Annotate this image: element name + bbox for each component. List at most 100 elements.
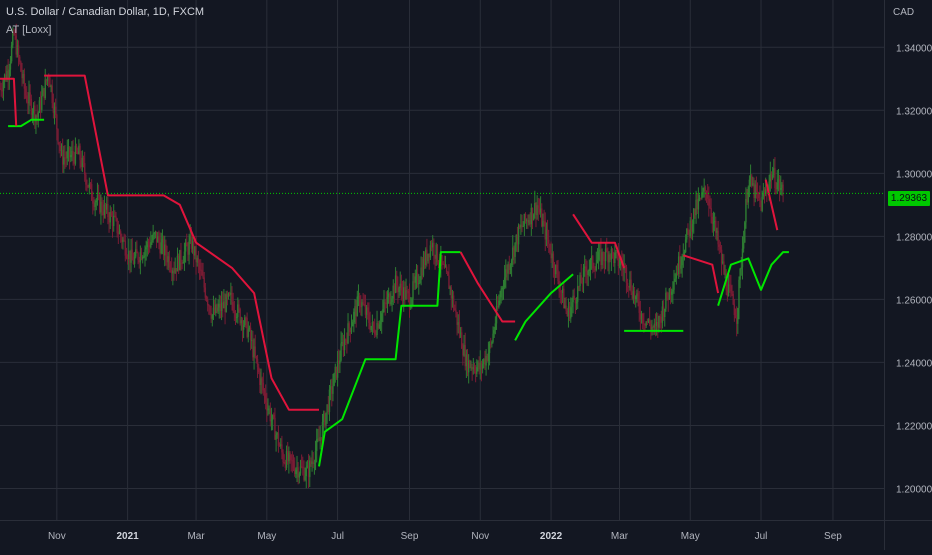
candle-body <box>370 325 372 330</box>
candle-body <box>603 259 606 262</box>
candle-body <box>594 269 596 271</box>
candle-body <box>719 246 722 250</box>
candle-body <box>726 290 729 297</box>
candle-body <box>238 304 240 310</box>
candle-body <box>527 220 529 223</box>
candle-body <box>703 187 705 192</box>
candle-body <box>516 234 519 245</box>
candle-body <box>187 246 189 255</box>
candle-body <box>383 302 385 310</box>
candle-body <box>299 466 302 474</box>
candle-body <box>324 413 326 426</box>
candle-body <box>505 269 507 278</box>
candle-body <box>617 252 620 266</box>
candle-body <box>217 307 219 312</box>
candle-body <box>118 231 121 234</box>
candle-body <box>338 360 340 364</box>
candle-body <box>391 298 393 303</box>
candle-body <box>559 290 562 292</box>
candle-body <box>717 230 719 245</box>
candle-body <box>774 168 776 189</box>
candle-body <box>644 323 646 326</box>
candle-body <box>684 239 687 253</box>
candle-body <box>349 328 352 333</box>
candle-body <box>341 342 343 344</box>
candle-body <box>85 174 87 185</box>
candle-body <box>625 267 628 283</box>
candle-body <box>132 260 135 264</box>
candle-body <box>450 287 452 299</box>
candle-body <box>549 243 551 253</box>
candle-body <box>672 289 674 292</box>
candle-body <box>287 451 289 462</box>
candle-body <box>473 367 476 372</box>
x-tick-label: Nov <box>471 531 489 542</box>
candle-body <box>606 248 608 252</box>
candle-body <box>234 312 237 318</box>
candle-body <box>593 268 595 270</box>
candle-body <box>133 256 136 264</box>
candle-body <box>94 202 96 207</box>
candle-body <box>351 322 354 327</box>
candle-body <box>303 468 305 480</box>
candle-body <box>607 251 609 263</box>
candle-body <box>266 402 268 411</box>
candle-body <box>662 306 665 318</box>
indicator-label[interactable]: AT [Loxx] <box>6 24 52 36</box>
candle-body <box>99 194 101 213</box>
candle-body <box>434 255 436 259</box>
candle-body <box>52 103 55 113</box>
candle-body <box>481 363 484 369</box>
candle-body <box>771 175 774 179</box>
candle-body <box>88 183 91 188</box>
candle-body <box>371 322 374 326</box>
candle-body <box>183 251 186 263</box>
candle-body <box>292 461 295 469</box>
candle-body <box>159 242 161 254</box>
candle-body <box>723 261 725 274</box>
candle-body <box>333 373 335 386</box>
candle-body <box>574 298 577 304</box>
candle-body <box>571 302 573 308</box>
candle-body <box>532 214 535 220</box>
candle-body <box>377 323 379 329</box>
candle-body <box>729 284 731 286</box>
candle-body <box>225 294 227 312</box>
candle-body <box>130 249 132 263</box>
candle-body <box>172 270 174 274</box>
candle-body <box>218 303 220 308</box>
candle-body <box>205 297 208 300</box>
candle-body <box>147 241 150 245</box>
candle-body <box>247 329 249 337</box>
candle-body <box>708 198 710 206</box>
candle-body <box>739 268 741 280</box>
candle-body <box>77 151 79 155</box>
candle-body <box>496 305 499 308</box>
candle-body <box>302 467 304 469</box>
candle-body <box>698 197 701 199</box>
candle-body <box>191 241 194 249</box>
candle-body <box>356 296 359 317</box>
candle-body <box>111 215 114 227</box>
candle-body <box>528 220 530 223</box>
candle-body <box>654 323 657 326</box>
candle-body <box>503 277 506 288</box>
candle-body <box>188 241 190 255</box>
candle-body <box>455 310 457 312</box>
candle-body <box>695 199 697 216</box>
candle-body <box>552 253 555 268</box>
candle-body <box>275 434 277 440</box>
candle-body <box>652 326 654 328</box>
candle-body <box>735 317 738 324</box>
candle-body <box>428 253 430 258</box>
trail-layer <box>0 74 789 467</box>
symbol-title[interactable]: U.S. Dollar / Canadian Dollar, 1D, FXCM <box>6 6 205 18</box>
candle-body <box>733 304 736 316</box>
candle-body <box>297 467 299 478</box>
candle-body <box>50 85 52 88</box>
candle-body <box>467 360 470 373</box>
candle-body <box>137 253 139 261</box>
candle-body <box>23 73 26 89</box>
